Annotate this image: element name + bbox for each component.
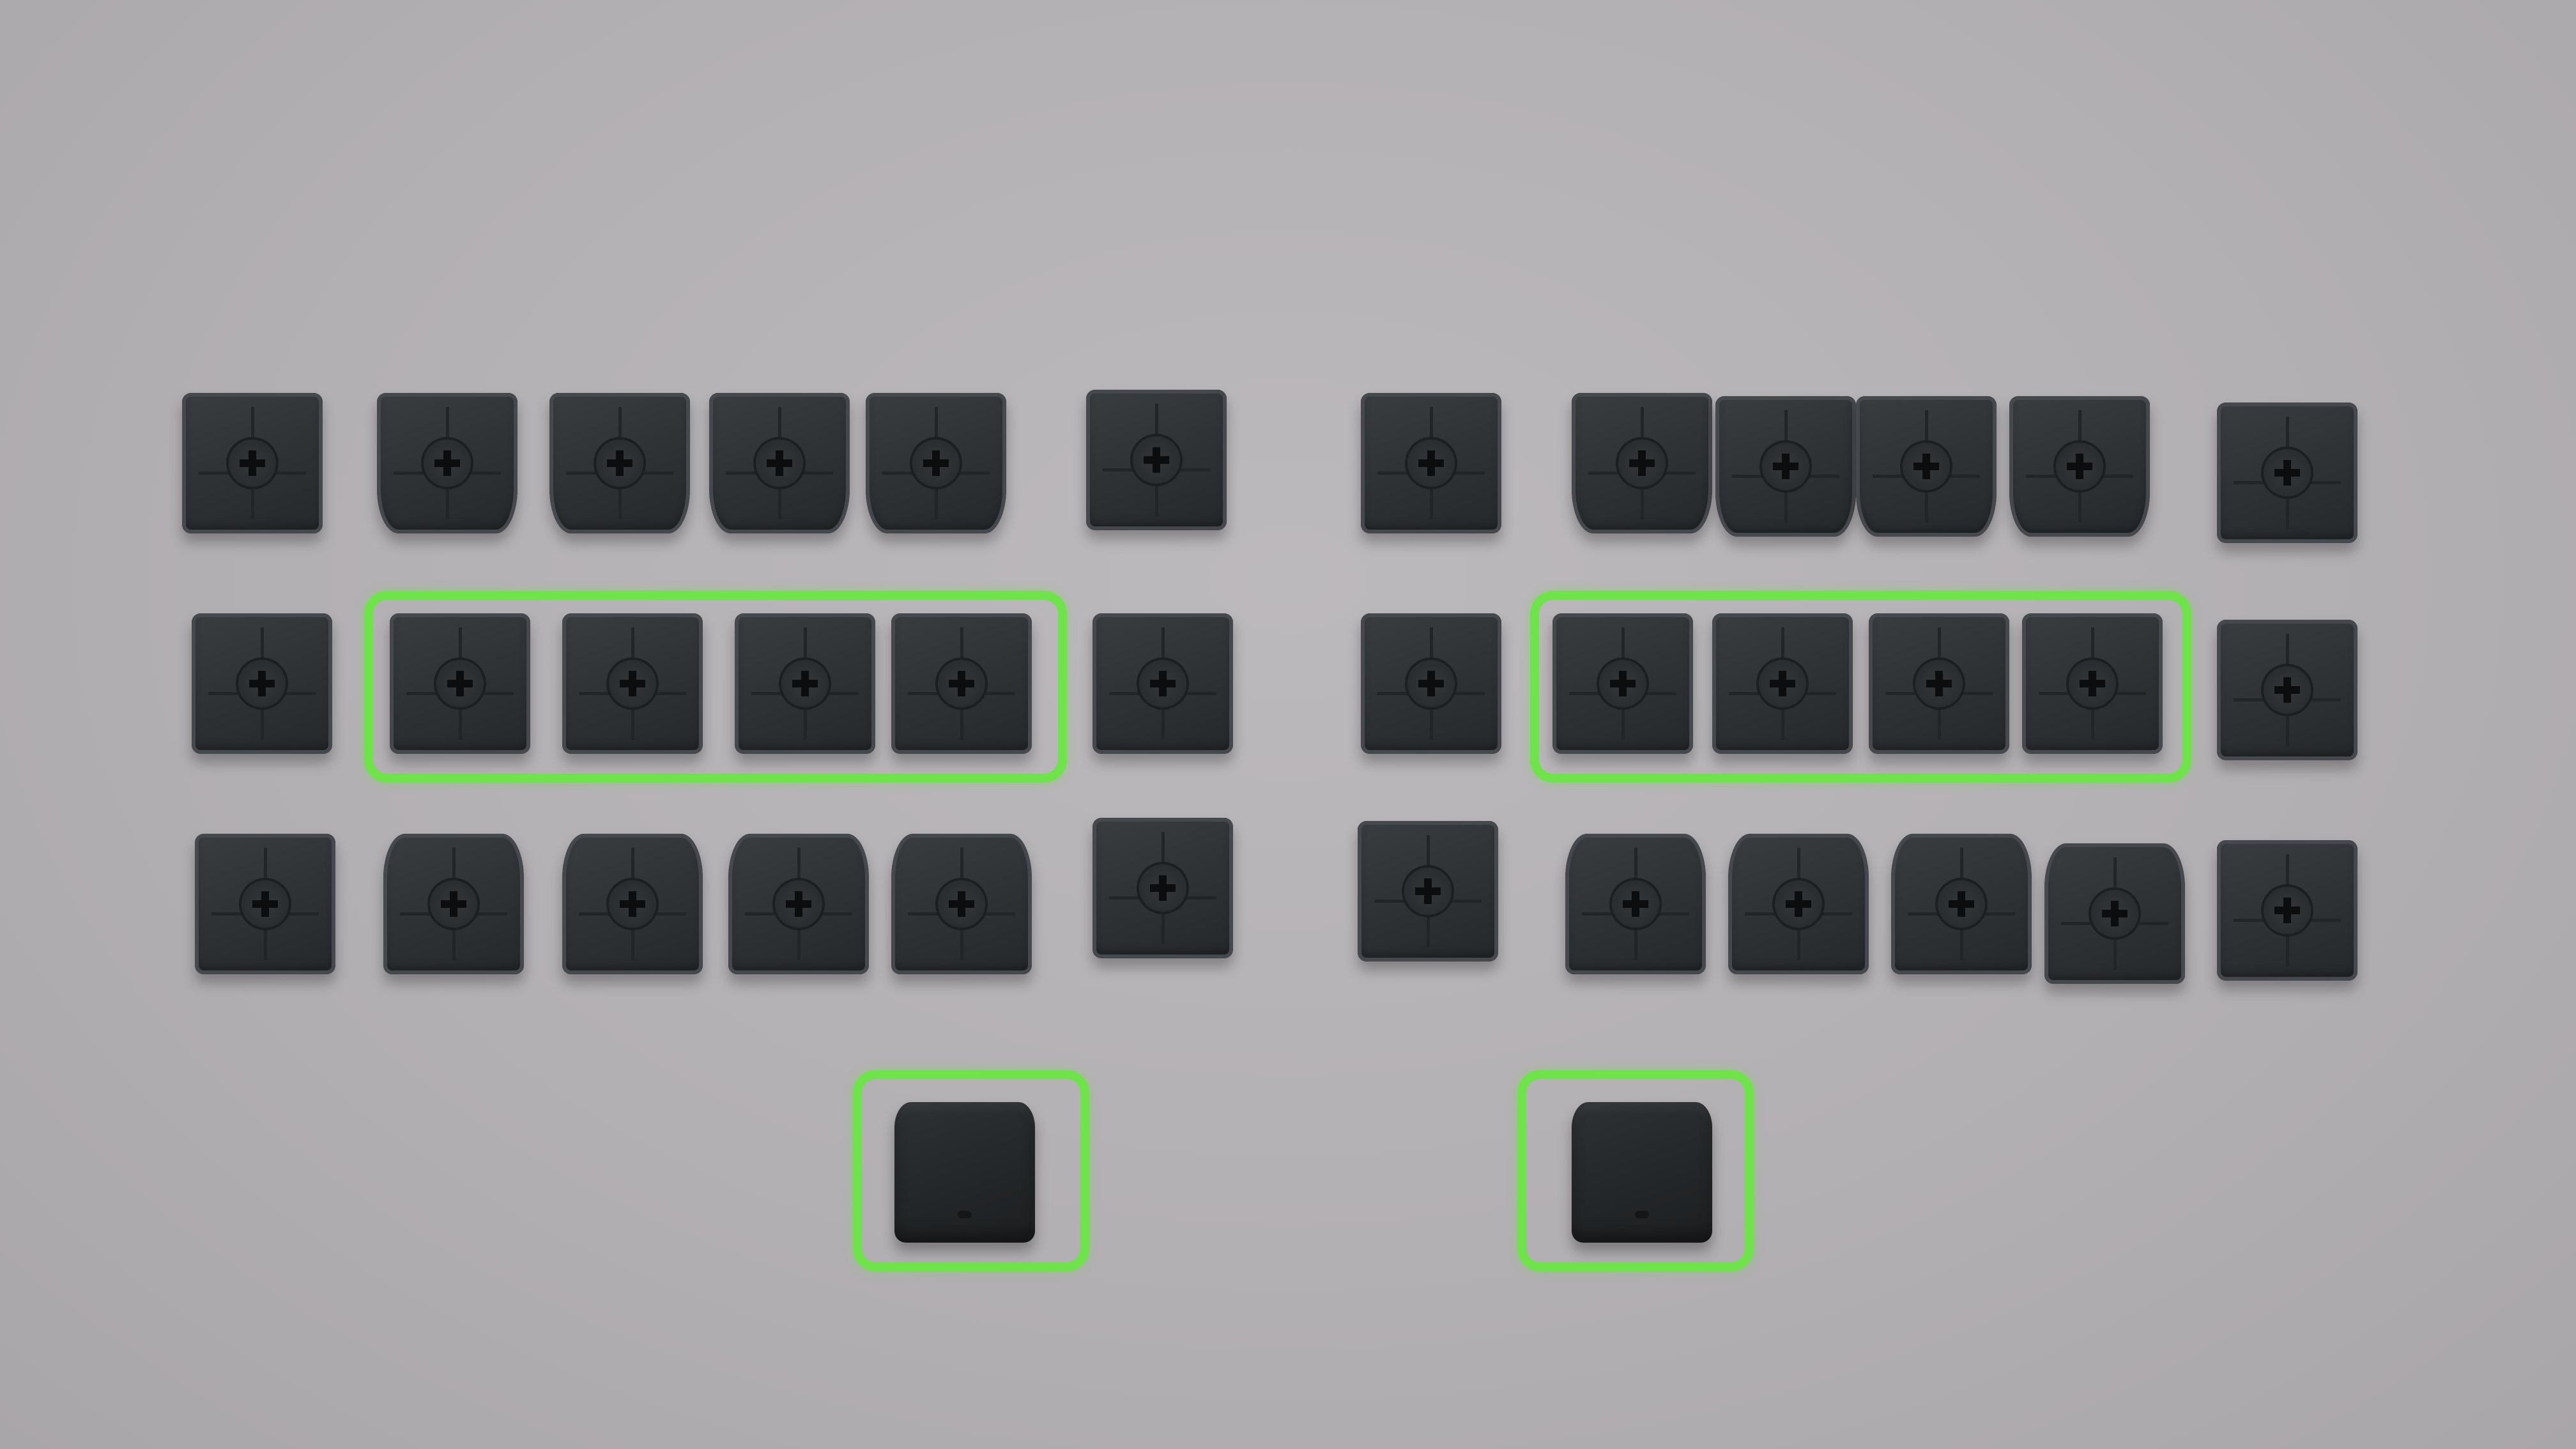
keycap-stem (756, 440, 803, 487)
keycap-stem (1407, 440, 1455, 487)
keycap-stem (2069, 660, 2116, 707)
keycap-stem (781, 660, 829, 707)
keycap-stem (436, 660, 484, 707)
keycap (2044, 843, 2185, 984)
keycap-stem (241, 880, 289, 928)
keycap (2217, 840, 2358, 981)
keycap-stem (938, 660, 985, 707)
keycap-stem (2264, 449, 2311, 496)
left-thumb-group (853, 1070, 1089, 1271)
keycap-stem (1133, 436, 1180, 484)
keycap (192, 613, 332, 754)
keycap-stem (1775, 880, 1822, 928)
keycap (1715, 396, 1856, 537)
keycap-stem (1404, 868, 1452, 915)
keycap (891, 834, 1032, 974)
keycap-stem (1759, 660, 1806, 707)
keycap (549, 393, 690, 533)
keycap (1712, 613, 1853, 754)
keycap (562, 834, 703, 974)
keycap (2022, 613, 2163, 754)
thumb-keycap (894, 1102, 1035, 1243)
keycap (1572, 393, 1712, 533)
keycap-stem (229, 440, 276, 487)
keycap (1361, 393, 1501, 533)
keycap-stem (430, 880, 477, 928)
keycap (709, 393, 850, 533)
keycap-stem (238, 660, 286, 707)
left-home-row-group (364, 591, 1067, 783)
keycap-stem (1407, 660, 1455, 707)
keycap (1358, 821, 1498, 962)
keycap (891, 613, 1032, 754)
homing-bump (1635, 1211, 1649, 1218)
keycap-stem (1938, 880, 1985, 928)
keycap-stem (609, 660, 656, 707)
keycap-stem (1762, 443, 1809, 490)
keycap (1092, 818, 1233, 958)
keycap-stem (1618, 440, 1666, 487)
homing-bump (958, 1211, 972, 1218)
keycap-stem (609, 880, 656, 928)
keycap (735, 613, 875, 754)
keycap-stem (912, 440, 960, 487)
keycap (866, 393, 1006, 533)
keycap (2217, 402, 2358, 543)
keycap (1891, 834, 2032, 974)
keycap-stem (1915, 660, 1963, 707)
keycap-stem (2056, 443, 2103, 490)
keycap-stem (1612, 880, 1659, 928)
thumb-keycap (1572, 1102, 1712, 1243)
keycap-stem (596, 440, 643, 487)
right-thumb-group (1517, 1070, 1754, 1271)
keycap (182, 393, 323, 533)
keycap (1728, 834, 1869, 974)
keycap-stem (1139, 864, 1186, 912)
keycap (1856, 396, 1997, 537)
keycap (1869, 613, 2009, 754)
keycap-stem (1599, 660, 1646, 707)
keycap (377, 393, 518, 533)
keycap (1086, 390, 1227, 530)
keycap-stem (1903, 443, 1950, 490)
keycap (2009, 396, 2150, 537)
keycap (1565, 834, 1706, 974)
keycap-stem (2264, 666, 2311, 714)
keycap-stem (2264, 887, 2311, 934)
keycap-stem (938, 880, 985, 928)
keycap-stem (775, 880, 822, 928)
keycap-stem (1139, 660, 1186, 707)
keycap (2217, 620, 2358, 760)
keycap (195, 834, 335, 974)
keycap (383, 834, 524, 974)
keycap (1361, 613, 1501, 754)
keycap (390, 613, 530, 754)
keycap-stem (424, 440, 471, 487)
keycap (1552, 613, 1693, 754)
keycap (1092, 613, 1233, 754)
keycap (562, 613, 703, 754)
right-home-row-group (1530, 591, 2191, 783)
keycap (728, 834, 869, 974)
keycap-stem (2091, 890, 2138, 937)
